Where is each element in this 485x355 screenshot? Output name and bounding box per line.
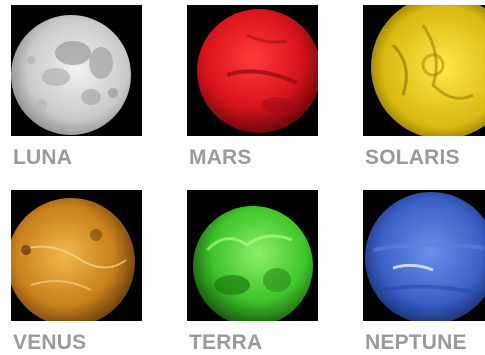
planet-tile-mars[interactable] xyxy=(187,5,318,136)
planet-tile-terra[interactable] xyxy=(187,190,318,321)
earth-icon xyxy=(187,190,318,321)
sun-icon xyxy=(363,5,485,136)
planet-tile-neptune[interactable] xyxy=(363,190,485,321)
planet-label-terra: TERRA xyxy=(189,331,263,354)
planet-label-neptune: NEPTUNE xyxy=(365,331,467,354)
planet-label-venus: VENUS xyxy=(13,331,87,354)
planet-tile-luna[interactable] xyxy=(11,5,142,136)
planet-label-luna: LUNA xyxy=(13,146,73,169)
planet-tile-venus[interactable] xyxy=(11,190,142,321)
venus-icon xyxy=(11,190,142,321)
moon-icon xyxy=(11,5,142,136)
mars-icon xyxy=(187,5,318,136)
planet-label-solaris: SOLARIS xyxy=(365,146,460,169)
planet-tile-solaris[interactable] xyxy=(363,5,485,136)
planet-label-mars: MARS xyxy=(189,146,252,169)
neptune-icon xyxy=(363,190,485,321)
